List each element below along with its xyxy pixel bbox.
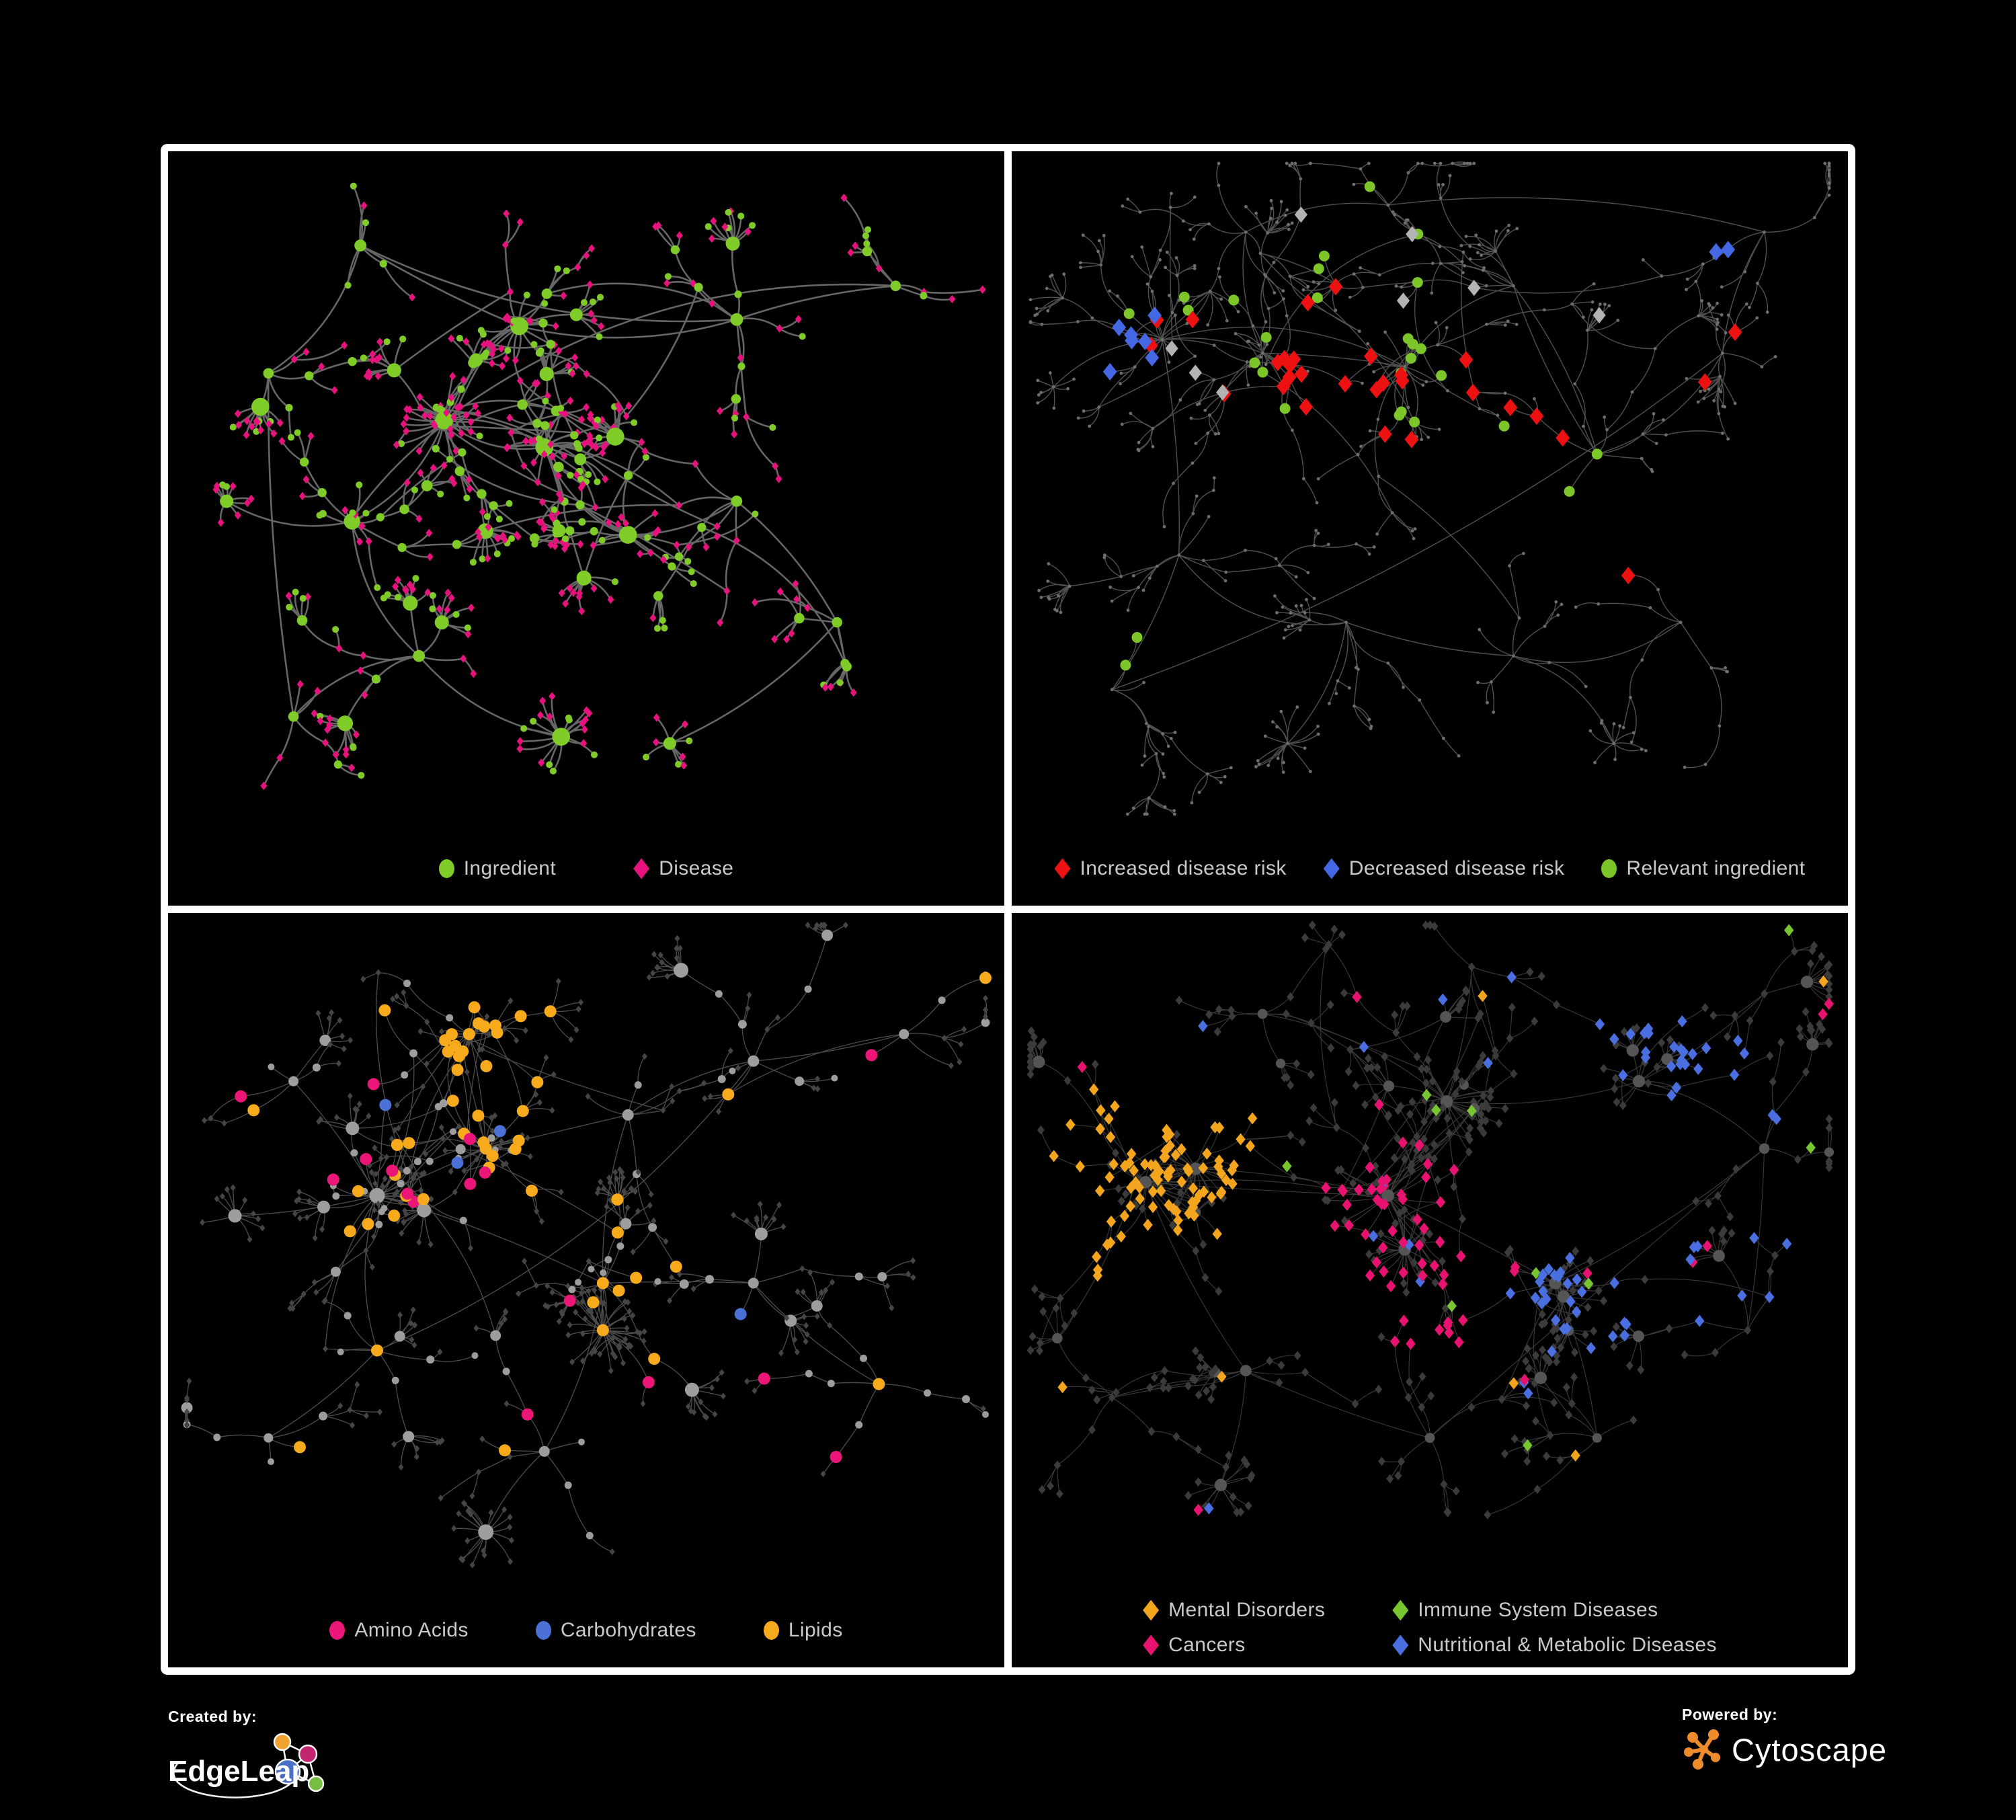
ingredient-circle-marker (438, 859, 454, 878)
legend-item-disease: Disease (633, 857, 733, 880)
lipids-circle-marker (763, 1621, 779, 1640)
amino-acids-circle-marker (329, 1621, 346, 1640)
legend-item-lipids: Lipids (763, 1619, 843, 1642)
immune-system-diseases-diamond-marker (1392, 1599, 1409, 1621)
legend-item-cancers: Cancers (1143, 1634, 1246, 1657)
panel-nutrient-classes: Amino Acids Carbohydrates Lipids (168, 913, 1004, 1667)
cytoscape-logo-icon (1684, 1729, 1720, 1770)
legend-item-ingredient: Ingredient (438, 857, 557, 880)
created-by-label: Created by: (168, 1708, 257, 1725)
decreased-disease-risk-diamond-marker (1323, 858, 1340, 879)
legend-label: Nutritional & Metabolic Diseases (1418, 1634, 1717, 1656)
legend-item-carbohydrates: Carbohydrates (535, 1619, 696, 1642)
legend-item-amino-acids: Amino Acids (329, 1619, 468, 1642)
legend-label: Mental Disorders (1168, 1599, 1326, 1621)
legend-disease-classes: Mental Disorders Immune System Diseases Ca… (1143, 1599, 1717, 1657)
edgeleap-wordmark: EdgeLeap (168, 1755, 309, 1788)
legend-label: Decreased disease risk (1348, 857, 1565, 879)
powered-by-block: Powered by: Cytosc (1682, 1706, 1887, 1771)
created-by-block: Created by: EdgeLeap (168, 1708, 337, 1810)
legend-label: Relevant ingredient (1626, 857, 1806, 879)
cancers-diamond-marker (1143, 1634, 1160, 1656)
panel-disease-risk: Increased disease risk Decreased disease … (1012, 151, 1848, 906)
legend-item-increased-disease-risk: Increased disease risk (1054, 857, 1287, 880)
legend-label: Amino Acids (354, 1619, 469, 1641)
edgeleap-node-green (307, 1775, 325, 1792)
panel-grid: Ingredient Disease Increased disease risk… (161, 144, 1855, 1675)
legend-label: Ingredient (463, 857, 557, 879)
disease-diamond-marker (633, 858, 650, 879)
powered-by-label: Powered by: (1682, 1706, 1778, 1723)
mental-disorders-diamond-marker (1143, 1599, 1160, 1621)
legend-label: Disease (659, 857, 734, 879)
cytoscape-wordmark: Cytoscape (1732, 1731, 1888, 1768)
edgeleap-logo: EdgeLeap (168, 1733, 325, 1798)
legend-label: Lipids (788, 1619, 843, 1641)
legend-label: Carbohydrates (560, 1619, 696, 1641)
network-nutrient-classes (181, 922, 992, 1569)
legend-item-mental-disorders: Mental Disorders (1143, 1599, 1325, 1622)
legend-item-nutritional-metabolic-diseases: Nutritional & Metabolic Diseases (1392, 1634, 1717, 1657)
carbohydrates-circle-marker (535, 1621, 551, 1640)
edgeleap-node-orange (273, 1733, 292, 1751)
legend-item-relevant-ingredient: Relevant ingredient (1601, 857, 1805, 880)
legend-label: Increased disease risk (1080, 857, 1287, 879)
edgeleap-node-blue (274, 1758, 301, 1785)
legend-label: Cancers (1168, 1634, 1246, 1656)
relevant-ingredient-circle-marker (1601, 859, 1617, 878)
panel-disease-classes: Mental Disorders Immune System Diseases Ca… (1012, 913, 1848, 1667)
legend-item-immune-system-diseases: Immune System Diseases (1392, 1599, 1658, 1622)
edgeleap-node-magenta (298, 1744, 318, 1764)
increased-disease-risk-diamond-marker (1054, 858, 1071, 879)
network-disease-classes (1026, 920, 1834, 1519)
legend-nutrient-classes: Amino Acids Carbohydrates Lipids (168, 1619, 1004, 1642)
legend-label: Immune System Diseases (1418, 1599, 1658, 1621)
legend-disease-risk: Increased disease risk Decreased disease … (1012, 857, 1848, 880)
network-disease-risk (1029, 161, 1832, 816)
legend-item-decreased-disease-risk: Decreased disease risk (1323, 857, 1565, 880)
panel-ingredient-disease: Ingredient Disease (168, 151, 1004, 906)
network-ingredient-disease (212, 182, 986, 791)
nutritional-metabolic-diseases-diamond-marker (1392, 1634, 1409, 1656)
legend-ingredient-disease: Ingredient Disease (168, 857, 1004, 880)
